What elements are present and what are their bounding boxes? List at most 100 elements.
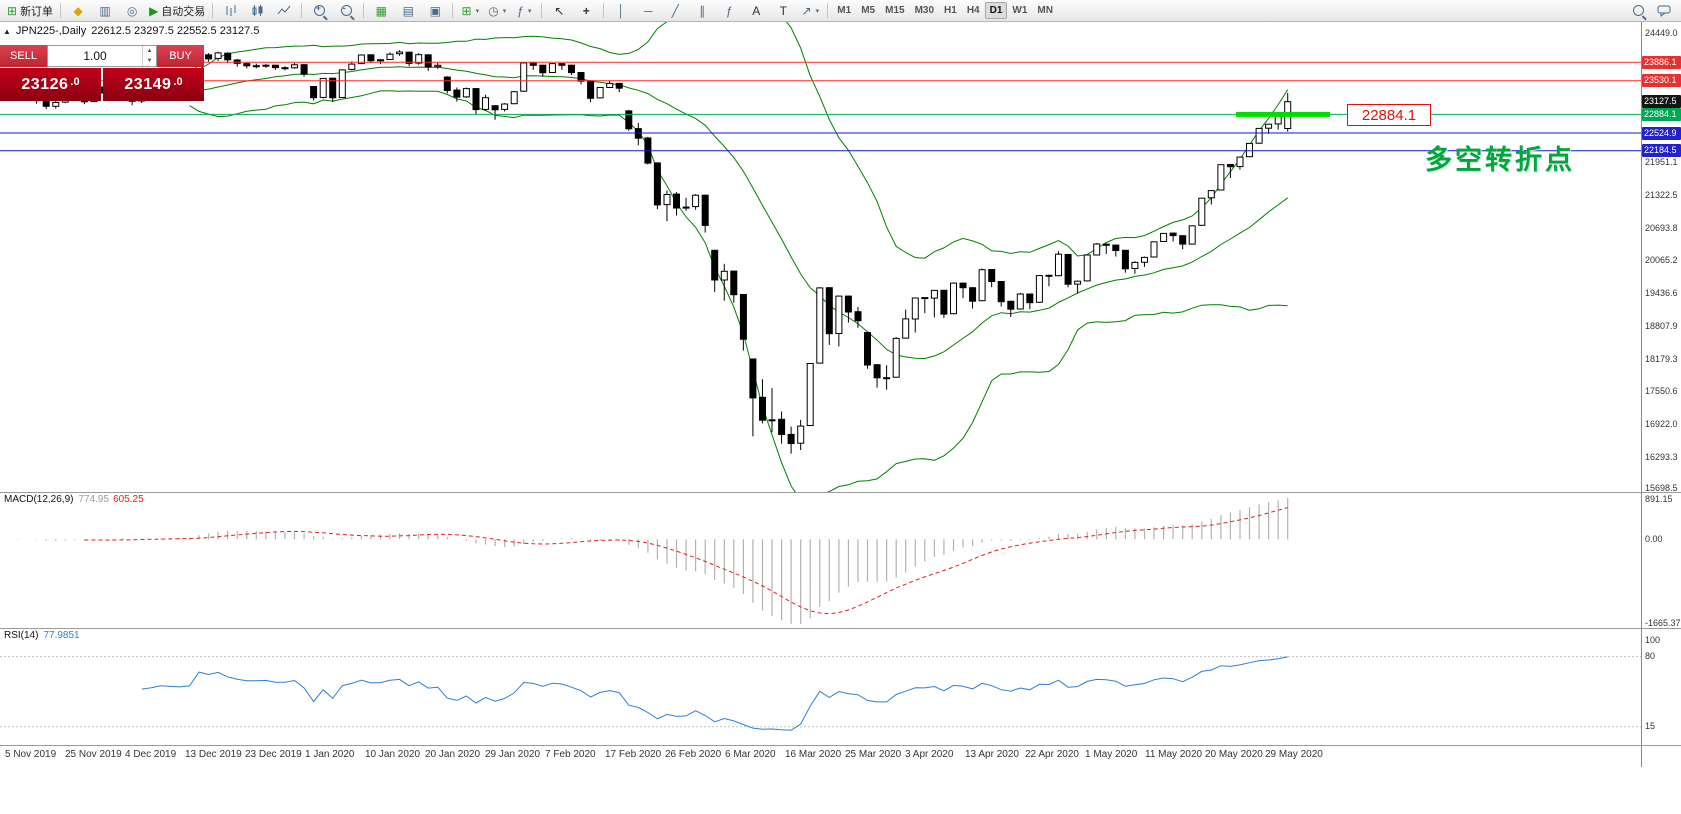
- candle-body: [596, 87, 604, 99]
- profiles-button[interactable]: ◷ ▾: [484, 2, 510, 20]
- candle-body: [357, 54, 365, 65]
- candle-body: [348, 63, 356, 70]
- volume-down-button[interactable]: ▼: [146, 58, 153, 64]
- label-tool-button[interactable]: T: [770, 2, 796, 20]
- toolbar-separator: [363, 3, 365, 18]
- timeframe-button-h4[interactable]: H4: [966, 5, 980, 16]
- candle-body: [940, 289, 948, 315]
- candle-chart-icon: [252, 5, 263, 16]
- candle-body: [252, 65, 260, 68]
- timeframe-button-d1[interactable]: D1: [984, 2, 1008, 19]
- new-order-button[interactable]: ⊞ 新订单: [4, 2, 56, 20]
- candle-body: [52, 102, 60, 107]
- macd-main-value: 774.95: [78, 494, 110, 505]
- date-label: 4 Dec 2019: [125, 749, 177, 760]
- vertical-line-icon: │: [617, 3, 626, 18]
- new-chart-button[interactable]: ⊞ ▾: [457, 2, 483, 20]
- timeframe-button-h1[interactable]: H1: [944, 5, 957, 16]
- data-window-button[interactable]: ▥: [92, 2, 118, 20]
- vertical-line-tool-button[interactable]: │: [608, 2, 634, 20]
- timeframe-button-m1[interactable]: M1: [837, 5, 852, 16]
- candle-body: [453, 89, 461, 98]
- candle-body: [338, 69, 346, 99]
- rsi-name: RSI(14): [4, 630, 39, 641]
- candle-body: [1026, 293, 1034, 304]
- rsi-line: [141, 656, 1288, 731]
- rsi-scale-level: 15: [1645, 721, 1656, 732]
- zoom-in-button[interactable]: +: [306, 2, 332, 20]
- crosshair-button[interactable]: +: [573, 2, 599, 20]
- timeframe-button-w1[interactable]: W1: [1012, 5, 1028, 16]
- buy-price-button[interactable]: 23149 .0: [103, 68, 204, 101]
- candle-body: [1188, 225, 1196, 245]
- profiles-icon: ◷: [488, 3, 499, 18]
- cascade-windows-button[interactable]: ▤: [395, 2, 421, 20]
- candle-body: [291, 64, 298, 69]
- arrows-tool-button[interactable]: ↗ ▾: [797, 2, 823, 20]
- cursor-button[interactable]: ↖: [546, 2, 572, 20]
- price-chart[interactable]: [0, 22, 1681, 767]
- candle-body: [1121, 249, 1129, 270]
- candle-body: [825, 287, 833, 335]
- price-level-tag: 22524.9: [1642, 126, 1681, 140]
- candle-body: [1131, 261, 1139, 269]
- candle-body: [424, 54, 432, 68]
- chart-title-bar: ▲ JPN225-,Daily 22612.5 23297.5 22552.5 …: [3, 25, 259, 37]
- sell-button[interactable]: SELL: [0, 45, 47, 67]
- indicators-button[interactable]: ƒ ▾: [511, 2, 537, 20]
- candle-body: [778, 418, 786, 435]
- tile-windows-button[interactable]: ▦: [368, 2, 394, 20]
- arrange-windows-button[interactable]: ▣: [422, 2, 448, 20]
- trendline-tool-button[interactable]: ╱: [662, 2, 688, 20]
- price-level-callout[interactable]: 22884.1: [1347, 104, 1431, 126]
- volume-up-button[interactable]: ▲: [146, 48, 153, 54]
- candle-body: [529, 62, 537, 66]
- zoom-out-button[interactable]: -: [333, 2, 359, 20]
- buy-button[interactable]: BUY: [157, 45, 204, 67]
- candle-body: [673, 193, 680, 209]
- horizontal-line-icon: ─: [644, 3, 653, 18]
- candle-body: [319, 77, 327, 98]
- bar-chart-icon: [226, 5, 236, 16]
- fibonacci-tool-button[interactable]: ƒ: [716, 2, 742, 20]
- candle-body: [1255, 127, 1263, 144]
- trade-panel-toggle[interactable]: ▲: [3, 26, 11, 36]
- price-scale-tick: 16922.0: [1645, 418, 1678, 429]
- candle-body: [539, 64, 547, 74]
- dropdown-arrow-icon: ▾: [527, 7, 532, 15]
- macd-signal-line: [84, 507, 1288, 615]
- toolbar-separator: [827, 3, 829, 18]
- sell-price-button[interactable]: 23126 .0: [0, 68, 101, 101]
- timeframe-button-mn[interactable]: MN: [1037, 5, 1053, 16]
- candle-body: [978, 269, 986, 302]
- rsi-scale-level: 80: [1645, 651, 1656, 662]
- candle-chart-type-button[interactable]: [244, 2, 270, 20]
- search-icon: [1632, 5, 1644, 16]
- channel-tool-button[interactable]: ∥: [689, 2, 715, 20]
- line-chart-type-button[interactable]: [271, 2, 297, 20]
- date-label: 1 Jan 2020: [305, 749, 355, 760]
- horizontal-line-tool-button[interactable]: ─: [635, 2, 661, 20]
- community-button[interactable]: [1651, 2, 1677, 20]
- toolbar-separator: [603, 3, 605, 18]
- navigator-button[interactable]: ◎: [119, 2, 145, 20]
- macd-scale-max: 891.15: [1645, 493, 1673, 504]
- price-scale-tick: 21951.1: [1645, 157, 1678, 168]
- autotrading-button[interactable]: ▶ 自动交易: [146, 2, 208, 20]
- turning-point-annotation[interactable]: 多空转折点: [1425, 145, 1575, 175]
- candle-body: [1045, 274, 1053, 277]
- timeframe-button-m30[interactable]: M30: [914, 5, 935, 16]
- candle-body: [300, 64, 308, 75]
- candle-body: [415, 54, 423, 64]
- marketwatch-button[interactable]: ◆: [65, 2, 91, 20]
- dropdown-arrow-icon: ▾: [502, 7, 507, 15]
- volume-input[interactable]: 1.00: [83, 49, 107, 63]
- text-tool-button[interactable]: A: [743, 2, 769, 20]
- candle-body: [606, 82, 614, 89]
- date-label: 1 May 2020: [1085, 749, 1138, 760]
- toolbar-separator: [60, 3, 62, 18]
- timeframe-button-m15[interactable]: M15: [885, 5, 905, 16]
- timeframe-button-m5[interactable]: M5: [861, 5, 876, 16]
- bar-chart-type-button[interactable]: [217, 2, 243, 20]
- search-button[interactable]: [1625, 2, 1651, 20]
